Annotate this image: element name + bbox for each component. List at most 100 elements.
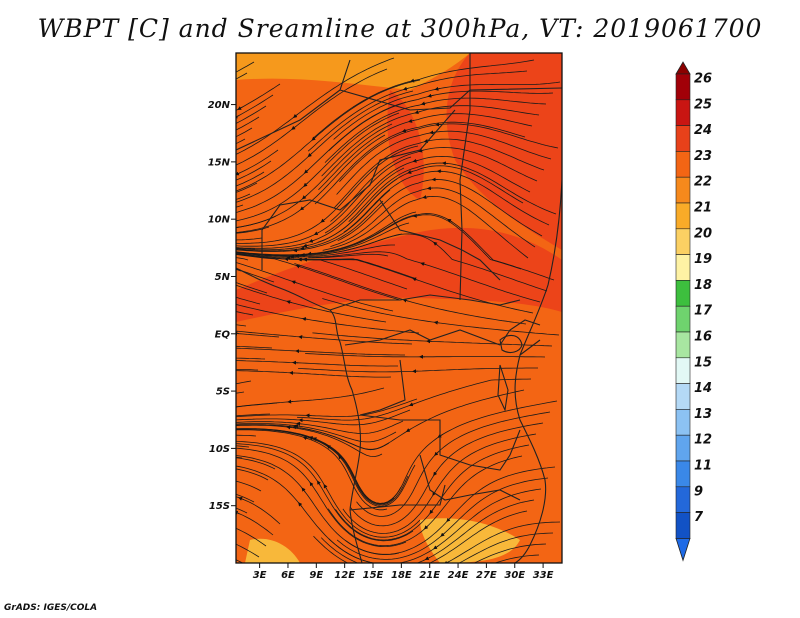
streamline-arrow-25 xyxy=(320,218,326,223)
streamline-arrow-39 xyxy=(407,170,414,174)
colorbar-swatch-14 xyxy=(675,434,691,462)
streamline-arrow-20 xyxy=(224,141,228,143)
streamline-arrow-9 xyxy=(427,93,434,98)
colorbar-label-13: 13 xyxy=(694,407,712,422)
colorbar-top-arrow xyxy=(675,61,691,75)
colorbar-label-17: 7 xyxy=(694,510,704,525)
lon-label-3: 12E xyxy=(334,570,355,581)
colorbar-label-10: 16 xyxy=(694,330,712,345)
streamline-arrow-22 xyxy=(299,206,305,211)
lon-label-10: 33E xyxy=(533,570,554,581)
streamline-arrow-37 xyxy=(300,246,307,251)
streamline-arrow-38 xyxy=(220,203,224,204)
streamline-40 xyxy=(236,200,384,252)
streamline-arrow-137 xyxy=(227,540,231,542)
streamline-83 xyxy=(236,357,266,360)
border-central xyxy=(329,294,521,416)
streamline-132 xyxy=(319,543,547,563)
streamline-arrow-123 xyxy=(418,567,422,568)
lon-label-0: 3E xyxy=(253,570,267,581)
streamline-arrow-70 xyxy=(291,280,298,285)
streamline-arrow-122 xyxy=(224,491,228,492)
lon-label-2: 9E xyxy=(309,570,323,581)
streamline-arrow-135 xyxy=(421,589,425,590)
streamline-14 xyxy=(236,105,267,124)
lon-label-5: 18E xyxy=(391,570,412,581)
streamline-arrow-24 xyxy=(435,122,442,127)
colorbar-label-15: 11 xyxy=(694,459,712,474)
streamline-arrow-71 xyxy=(222,308,226,309)
streamline-arrow-111 xyxy=(446,517,451,523)
streamline-47 xyxy=(236,226,270,234)
colorbar-swatch-4 xyxy=(675,176,691,204)
colorbar-label-14: 12 xyxy=(694,433,712,448)
colorbar-bottom-arrow xyxy=(675,538,691,562)
colorbar-label-8: 18 xyxy=(694,278,712,293)
colorbar-swatch-3 xyxy=(675,151,691,178)
streamline-68 xyxy=(236,296,261,305)
streamline-86 xyxy=(236,368,259,371)
streamline-135 xyxy=(311,554,540,563)
colorbar-swatch-9 xyxy=(675,305,691,333)
warm-region-northeast xyxy=(446,53,562,250)
streamline-arrow-76 xyxy=(301,317,308,322)
streamline-arrow-5 xyxy=(219,86,223,88)
streamline-arrow-69 xyxy=(412,277,418,282)
lat-label-4: EQ xyxy=(215,329,231,340)
colorbar-swatch-2 xyxy=(675,125,691,152)
streamline-arrow-132 xyxy=(429,581,433,582)
colorbar-swatch-13 xyxy=(675,409,691,436)
streamline-arrow-139 xyxy=(298,502,303,508)
streamline-arrow-6 xyxy=(434,86,441,91)
streamline-arrow-109 xyxy=(286,425,293,430)
streamline-17 xyxy=(236,116,260,131)
streamline-97 xyxy=(236,409,411,426)
streamline-20 xyxy=(236,127,253,138)
streamline-arrow-18 xyxy=(408,118,414,123)
colorbar-swatch-16 xyxy=(675,486,691,513)
colorbar-label-9: 17 xyxy=(694,304,713,319)
streamline-arrow-26 xyxy=(236,171,241,176)
streamline-arrow-44 xyxy=(236,225,238,230)
streamline-59 xyxy=(236,268,242,272)
streamline-arrow-13 xyxy=(304,169,309,174)
streamline-38 xyxy=(236,193,251,200)
colorbar-label-0: 26 xyxy=(694,72,712,87)
streamline-82 xyxy=(236,347,405,356)
streamline-arrow-67 xyxy=(295,264,302,269)
streamline-29 xyxy=(236,160,272,181)
streamline-arrow-74 xyxy=(218,322,222,323)
streamline-arrow-32 xyxy=(228,188,232,189)
colorbar-swatch-11 xyxy=(675,357,691,384)
lon-label-1: 6E xyxy=(281,570,295,581)
streamline-56 xyxy=(236,257,249,261)
streamline-134 xyxy=(236,527,267,547)
streamline-arrow-75 xyxy=(433,320,440,325)
streamline-arrow-138 xyxy=(412,596,416,597)
streamline-125 xyxy=(236,507,248,514)
streamline-136 xyxy=(236,455,400,555)
colorbar-swatch-0 xyxy=(675,73,691,101)
streamline-arrow-96 xyxy=(434,451,439,456)
streamline-arrow-136 xyxy=(301,487,306,493)
streamline-arrow-133 xyxy=(309,481,314,488)
streamline-50 xyxy=(236,237,263,241)
streamline-arrow-59 xyxy=(218,264,222,265)
streamline-5 xyxy=(236,72,248,80)
streamline-arrow-19 xyxy=(301,195,307,200)
lake-victoria xyxy=(499,334,523,354)
streamline-arrow-63 xyxy=(433,241,439,246)
streamline-arrow-17 xyxy=(227,133,231,135)
colorbar-label-1: 25 xyxy=(694,97,712,112)
streamline-arrow-105 xyxy=(429,509,434,515)
streamline-85 xyxy=(236,360,398,367)
warm-band-equatorial xyxy=(236,227,562,322)
lat-label-3: 5N xyxy=(215,272,231,283)
colorbar-swatch-1 xyxy=(675,99,691,126)
streamline-arrow-34 xyxy=(302,243,309,248)
streamline-arrow-7 xyxy=(311,136,317,141)
colorbar-swatch-10 xyxy=(675,331,691,359)
colorbar-label-12: 14 xyxy=(694,381,712,396)
coastline-east-africa xyxy=(514,179,562,563)
streamline-arrow-119 xyxy=(227,479,231,480)
